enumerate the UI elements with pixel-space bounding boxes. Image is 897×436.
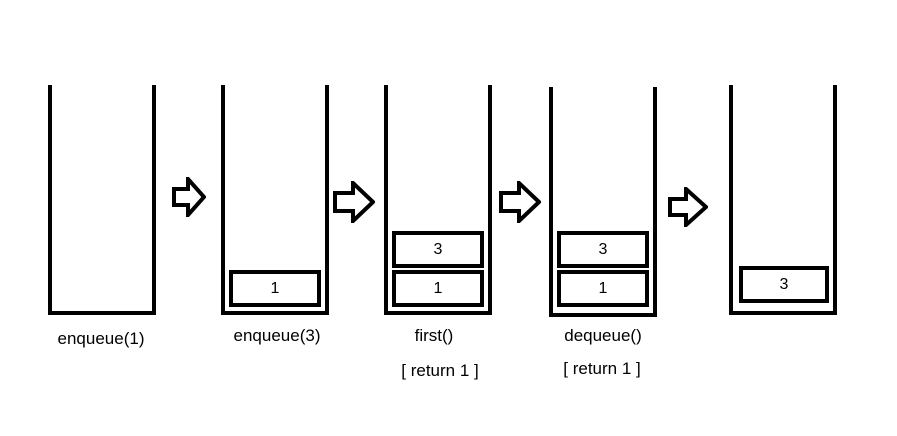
- queue-container-5: [729, 85, 837, 315]
- operation-label-4: dequeue(): [564, 326, 642, 345]
- operation-label-3: first(): [414, 326, 454, 345]
- result-label-4: [ return 1 ]: [563, 359, 641, 378]
- queue-item: 3: [557, 231, 649, 268]
- queue-item: 1: [229, 270, 321, 307]
- queue-container-2: [221, 85, 329, 315]
- right-arrow-icon: [172, 177, 206, 217]
- queue-item-value: 1: [270, 279, 280, 297]
- queue-item: 1: [392, 270, 484, 307]
- queue-container-3: [384, 85, 492, 315]
- queue-item: 3: [739, 266, 829, 303]
- operation-label-2: enqueue(3): [233, 326, 321, 345]
- queue-container-4: [549, 87, 657, 317]
- queue-item: 3: [392, 231, 484, 268]
- queue-item-value: 3: [598, 240, 608, 258]
- operation-label-1: enqueue(1): [57, 329, 145, 348]
- queue-item-value: 1: [433, 279, 443, 297]
- right-arrow-icon: [499, 181, 541, 223]
- result-label-3: [ return 1 ]: [401, 361, 479, 380]
- right-arrow-icon: [668, 187, 708, 227]
- queue-item-value: 3: [779, 275, 789, 293]
- queue-item: 1: [557, 270, 649, 307]
- right-arrow-icon: [333, 181, 375, 223]
- queue-container-1: [48, 85, 156, 315]
- queue-item-value: 1: [598, 279, 608, 297]
- queue-item-value: 3: [433, 240, 443, 258]
